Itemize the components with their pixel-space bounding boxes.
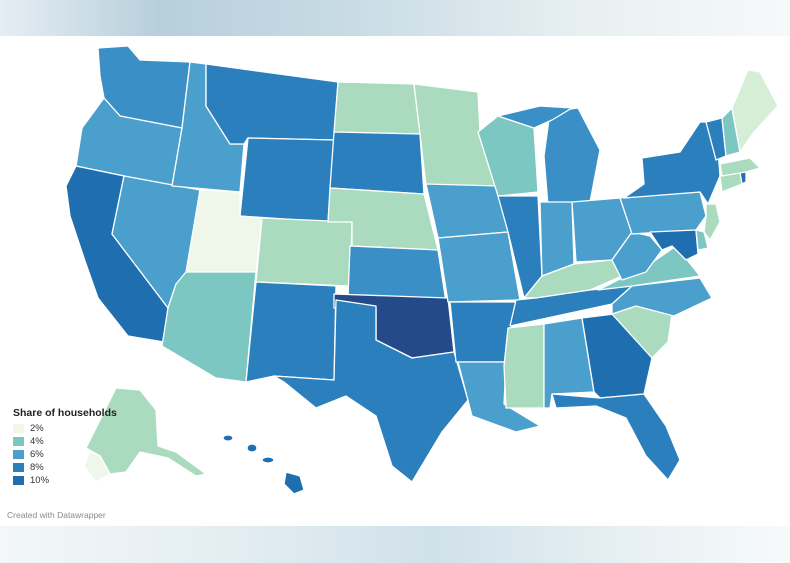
- state-new-mexico[interactable]: [245, 281, 337, 383]
- datawrapper-credit: Created with Datawrapper: [7, 510, 106, 520]
- legend-swatch: [13, 450, 24, 459]
- state-hawaii-big-island[interactable]: [283, 471, 305, 495]
- state-michigan-upper[interactable]: [497, 105, 573, 129]
- map-container: Share of households 2% 4% 6% 8% 10% Crea…: [0, 36, 790, 526]
- state-delaware[interactable]: [695, 229, 709, 251]
- top-background-band: [0, 0, 790, 36]
- state-new-jersey[interactable]: [703, 203, 721, 241]
- state-missouri[interactable]: [437, 231, 521, 303]
- legend-item: 2%: [13, 422, 117, 435]
- legend-swatch: [13, 476, 24, 485]
- state-alaska[interactable]: [85, 387, 207, 477]
- state-indiana[interactable]: [539, 201, 575, 277]
- legend-label: 10%: [30, 475, 50, 486]
- state-hawaii-molokai[interactable]: [261, 456, 275, 464]
- state-north-dakota[interactable]: [333, 81, 421, 135]
- legend-label: 6%: [30, 449, 44, 460]
- legend-item: 6%: [13, 448, 117, 461]
- state-massachusetts[interactable]: [719, 157, 761, 177]
- legend-label: 2%: [30, 423, 44, 434]
- state-hawaii-maui[interactable]: [246, 443, 258, 453]
- us-choropleth-map: [65, 45, 779, 495]
- state-maine[interactable]: [731, 69, 779, 153]
- legend-label: 4%: [30, 436, 44, 447]
- state-florida[interactable]: [551, 393, 681, 481]
- map-legend: Share of households 2% 4% 6% 8% 10%: [13, 407, 117, 487]
- legend-item: 10%: [13, 474, 117, 487]
- state-arizona[interactable]: [161, 271, 257, 383]
- legend-title: Share of households: [13, 407, 117, 419]
- state-new-york[interactable]: [623, 121, 721, 205]
- state-alaska-islands[interactable]: [83, 451, 111, 483]
- state-south-dakota[interactable]: [329, 131, 425, 195]
- state-wisconsin[interactable]: [477, 115, 539, 197]
- state-colorado[interactable]: [255, 217, 353, 287]
- state-pennsylvania[interactable]: [619, 191, 707, 235]
- legend-item: 8%: [13, 461, 117, 474]
- state-montana[interactable]: [205, 63, 339, 145]
- state-texas[interactable]: [273, 299, 469, 483]
- legend-swatch: [13, 424, 24, 433]
- legend-label: 8%: [30, 462, 44, 473]
- state-michigan[interactable]: [543, 107, 601, 207]
- state-iowa[interactable]: [425, 183, 509, 239]
- legend-item: 4%: [13, 435, 117, 448]
- legend-swatch: [13, 463, 24, 472]
- state-mississippi[interactable]: [503, 323, 545, 409]
- bottom-background-band: [0, 526, 790, 563]
- legend-swatch: [13, 437, 24, 446]
- state-hawaii-oahu[interactable]: [222, 434, 234, 442]
- state-kansas[interactable]: [347, 245, 447, 303]
- state-wyoming[interactable]: [239, 137, 335, 223]
